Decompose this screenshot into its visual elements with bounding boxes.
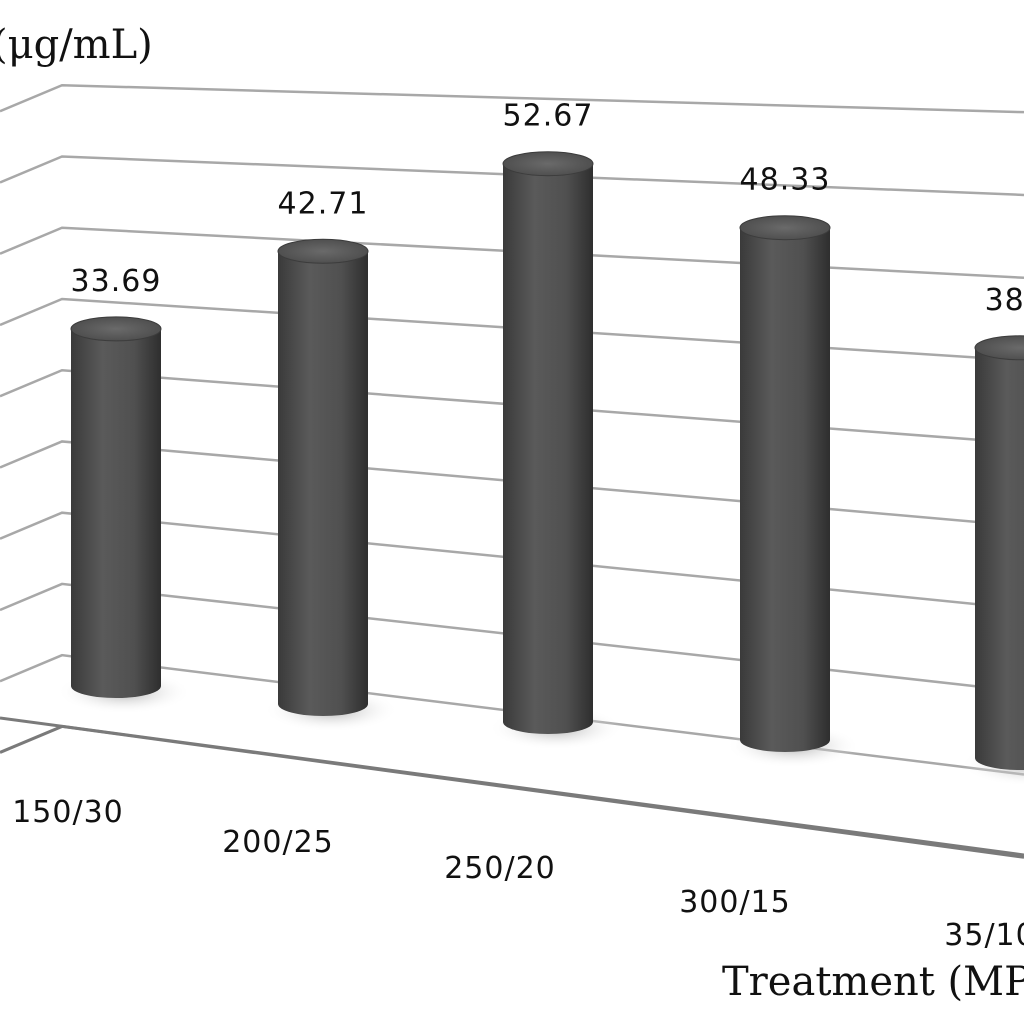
bar (961, 335, 1024, 786)
x-tick-label: 150/30 (12, 795, 124, 830)
bars (57, 151, 1024, 786)
bar (726, 215, 860, 768)
gridline (0, 368, 1024, 445)
bar-body (278, 251, 368, 717)
bar (264, 238, 398, 732)
data-label: 38.7 (985, 283, 1024, 318)
bar-cap (739, 215, 831, 241)
value-labels: 33.69 42.71 52.67 48.33 38.7 (71, 99, 1024, 318)
gridlines (0, 83, 1024, 859)
floor-front-edge (0, 716, 1024, 857)
gridline (0, 653, 1024, 776)
gridline (0, 226, 1024, 279)
data-label: 48.33 (740, 163, 831, 198)
x-axis-title: Treatment (MP (722, 959, 1024, 1005)
x-tick-label: 250/20 (444, 851, 556, 886)
bar-cap (277, 238, 369, 264)
bar-cap (502, 151, 594, 177)
bar-cap (70, 316, 162, 342)
bar-cap (974, 335, 1024, 361)
gridline (0, 511, 1024, 611)
data-label: 33.69 (71, 264, 162, 299)
x-tick-label: 35/10 (944, 918, 1024, 953)
gridline (0, 582, 1024, 693)
bar-body (71, 328, 161, 698)
bar-body (975, 347, 1024, 770)
bar-body (740, 227, 830, 752)
bar (489, 151, 623, 750)
x-tick-label: 200/25 (222, 825, 334, 860)
y-axis-title: (μg/mL) (0, 22, 153, 68)
gridline (0, 155, 1024, 197)
gridline (0, 440, 1024, 528)
gridline (0, 297, 1024, 362)
bar-body (503, 163, 593, 734)
data-label: 52.67 (503, 99, 594, 134)
category-labels: 150/30 200/25 250/20 300/15 35/10 (12, 795, 1024, 953)
gridline (0, 83, 1024, 114)
floor-line (0, 724, 1024, 859)
data-label: 42.71 (278, 186, 369, 221)
bar (57, 316, 191, 714)
x-tick-label: 300/15 (679, 885, 791, 920)
